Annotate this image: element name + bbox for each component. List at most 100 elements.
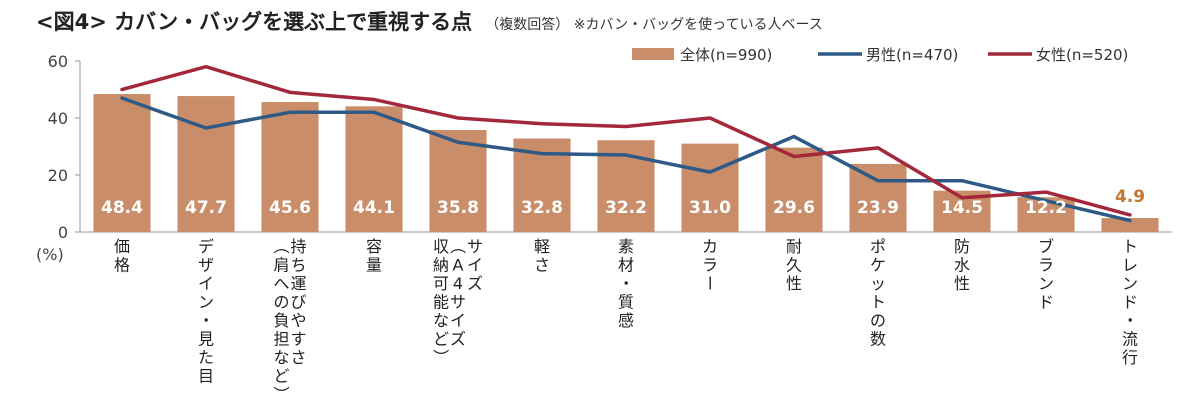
x-category-char: ッ [870, 274, 886, 293]
x-category-char: さ [290, 348, 306, 367]
bar-value-label: 44.1 [353, 198, 395, 218]
x-category-char: 格 [114, 256, 130, 275]
x-category-char: ポ [870, 237, 886, 256]
x-category-char: ど [273, 367, 289, 386]
x-category-char: 運 [290, 274, 306, 293]
x-category-char: さ [534, 256, 550, 275]
x-category-char: 持 [290, 237, 306, 256]
bar-value-label: 29.6 [773, 198, 815, 218]
x-category-char: ト [870, 293, 886, 312]
bar [1017, 197, 1075, 232]
x-category-char: （ [272, 238, 291, 254]
x-category-char: ・ [1120, 312, 1139, 328]
bar-value-label: 12.2 [1025, 198, 1067, 218]
x-category-char: サ [467, 237, 483, 256]
x-category-char: ン [1122, 274, 1138, 293]
title-row: <図4> カバン・バッグを選ぶ上で重視する点 （複数回答） ※カバン・バッグを使… [36, 6, 823, 36]
y-tick-label: 40 [48, 109, 68, 128]
bar-value-label: 47.7 [185, 198, 227, 218]
y-axis-unit: (%) [36, 245, 64, 264]
x-category-char: へ [273, 274, 289, 293]
x-category-char: 4 [453, 274, 463, 293]
x-category-char: な [273, 348, 289, 367]
x-category-char: 素 [618, 237, 634, 256]
x-category-char: デ [198, 237, 214, 256]
x-category-char: A [453, 256, 464, 275]
x-category-char: 収 [433, 237, 449, 256]
x-category-char: ズ [467, 274, 483, 293]
x-category-char: 性 [786, 274, 802, 293]
x-category-char: ち [290, 256, 306, 275]
x-category-char: 可 [433, 274, 449, 293]
x-category-char: ト [1122, 237, 1138, 256]
x-category-char: 性 [954, 274, 970, 293]
bar-value-label: 32.2 [605, 198, 647, 218]
x-category-char: 行 [1122, 348, 1138, 367]
x-category-char: 量 [366, 256, 382, 275]
x-category-char: ン [198, 293, 214, 312]
legend-item: 男性(n=470) [818, 46, 958, 64]
legend-label: 女性(n=520) [1036, 46, 1128, 64]
bar [681, 143, 739, 232]
bar-value-label: 31.0 [689, 198, 731, 218]
x-category-char: ザ [198, 256, 214, 275]
bar [429, 129, 487, 232]
x-category-label: 素材・質感 [616, 237, 635, 330]
x-category-char: 能 [433, 293, 449, 312]
x-category-char: ・ [196, 312, 215, 328]
legend-item: 全体(n=990) [632, 46, 772, 64]
x-category-char: の [273, 293, 289, 312]
x-category-char: ケ [870, 256, 886, 275]
series-line [120, 96, 1132, 223]
x-category-char: 耐 [786, 237, 802, 256]
bar [93, 94, 151, 232]
bar [1101, 218, 1159, 232]
bar [261, 102, 319, 232]
bar-value-label: 45.6 [269, 198, 311, 218]
bar-value-label: 48.4 [101, 198, 143, 218]
x-category-char: ラ [1038, 256, 1054, 275]
x-category-char: 質 [618, 293, 634, 312]
legend-item: 女性(n=520) [988, 46, 1128, 64]
x-category-char: な [433, 311, 449, 330]
bar-value-label: 23.9 [857, 198, 899, 218]
x-category-char: イ [450, 311, 466, 330]
x-category-char: 価 [114, 237, 130, 256]
x-category-char: レ [1122, 256, 1138, 275]
x-category-char: ド [1122, 293, 1138, 312]
x-category-char: 久 [786, 256, 802, 275]
x-category-label: 価格 [114, 237, 130, 275]
bar-value-label: 35.8 [437, 198, 479, 218]
x-category-char: ど [433, 330, 449, 349]
y-tick-label: 20 [48, 166, 68, 185]
x-category-char: の [870, 311, 886, 330]
chart-subtitle: （複数回答） ※カバン・バッグを使っている人ベース [485, 17, 823, 33]
bar [849, 163, 907, 232]
x-category-char: ー [700, 275, 719, 291]
x-category-label: 耐久性 [786, 237, 802, 293]
x-category-char: ン [1038, 274, 1054, 293]
x-category-char: ズ [450, 330, 466, 349]
bar [345, 106, 403, 232]
x-category-char: 担 [273, 330, 289, 349]
legend-label: 全体(n=990) [680, 46, 772, 64]
y-tick-label: 60 [48, 52, 68, 71]
y-tick-label: 0 [58, 223, 68, 242]
x-category-char: 水 [954, 256, 970, 275]
x-category-label: 容量 [366, 237, 382, 275]
x-category-label: 防水性 [954, 237, 970, 293]
x-category-char: 見 [198, 330, 214, 349]
x-category-char: 材 [618, 256, 634, 275]
x-category-char: た [198, 348, 214, 367]
x-category-char: 感 [618, 311, 634, 330]
x-category-char: す [290, 330, 306, 349]
x-category-char: ド [1038, 293, 1054, 312]
x-category-label: 軽さ [534, 237, 550, 275]
